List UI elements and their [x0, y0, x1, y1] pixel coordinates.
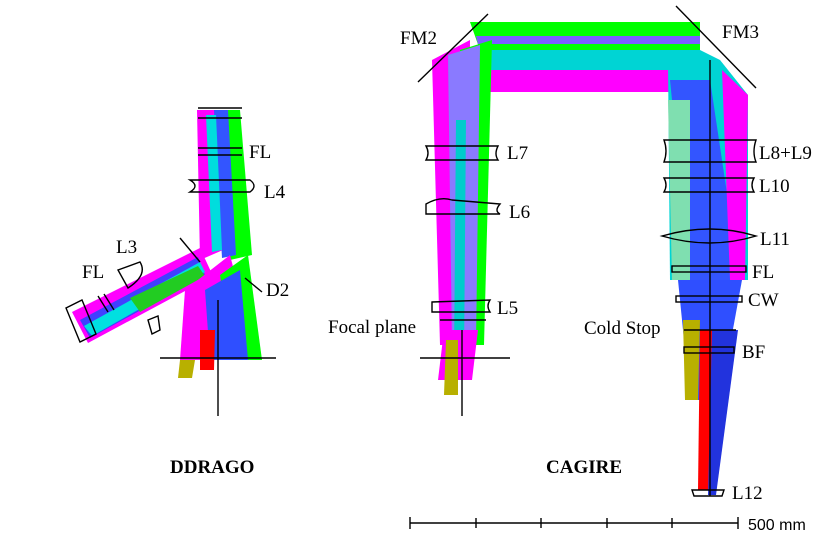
ddrago-fl-lower-element-2 — [103, 293, 115, 311]
cagire-left-optics — [420, 145, 510, 416]
cagire-cw-label: CW — [748, 290, 779, 311]
cagire-fl-label: FL — [752, 262, 774, 283]
cagire-l7-label: L7 — [507, 143, 528, 164]
cagire-cold-stop-label: Cold Stop — [584, 318, 661, 339]
ddrago-l3-lens — [116, 261, 143, 289]
ddrago-d2-label: D2 — [266, 280, 289, 301]
ddrago-upper-arm-beam — [197, 110, 252, 260]
cagire-l7-lens — [424, 145, 500, 161]
cagire-bf-label: BF — [742, 342, 765, 363]
scale-bar: 500 mm — [409, 517, 806, 534]
cagire-l8-l9-lens — [663, 139, 758, 163]
cagire-fm3-label: FM3 — [722, 22, 759, 43]
cagire-l11-lens — [659, 228, 759, 244]
ddrago-d2-dichroic — [244, 277, 263, 293]
cagire-l10-lens — [662, 177, 756, 193]
ddrago-l4-label: L4 — [264, 182, 286, 203]
cagire-fm2-label: FM2 — [400, 28, 437, 49]
ddrago-title: DDRAGO — [170, 457, 254, 478]
cagire-left-column-beam — [432, 40, 492, 395]
cagire-l8-l9-label: L8+L9 — [759, 143, 812, 164]
ddrago-lower-arm-beam — [72, 248, 213, 343]
ddrago-instrument: FL L4 L3 FL D2 DDRAGO — [65, 107, 289, 478]
scale-bar-label: 500 mm — [748, 517, 806, 534]
cagire-instrument: FM2 FM3 L7 L6 L5 Focal plane L8+L9 L10 L… — [328, 5, 812, 504]
ddrago-small-lens — [147, 315, 161, 336]
ddrago-optics — [65, 107, 276, 416]
cagire-l11-label: L11 — [760, 229, 790, 250]
cagire-l12-label: L12 — [732, 483, 763, 504]
cagire-cw-window — [675, 295, 743, 303]
ddrago-fl-lower-label: FL — [82, 262, 104, 283]
cagire-l5-label: L5 — [497, 298, 518, 319]
cagire-right-optics — [659, 60, 759, 497]
cagire-fm2-mirror — [417, 13, 489, 83]
cagire-l6-label: L6 — [509, 202, 530, 223]
ddrago-l4-lens — [187, 179, 255, 193]
cagire-title: CAGIRE — [546, 457, 622, 478]
cagire-fl-filter — [671, 265, 747, 273]
ddrago-l3-label: L3 — [116, 237, 137, 258]
ddrago-fl-upper-label: FL — [249, 142, 271, 163]
cagire-top-beam — [470, 22, 700, 92]
cagire-l12-lens — [691, 489, 725, 497]
ddrago-fl-lower-element — [97, 295, 109, 313]
cagire-focal-plane-label: Focal plane — [328, 317, 416, 338]
cagire-bf-filter — [683, 346, 735, 354]
ddrago-focal-element — [65, 299, 97, 343]
ddrago-l3-element — [179, 237, 201, 263]
cagire-l6-lens — [425, 197, 502, 215]
cagire-fm3-mirror — [675, 5, 757, 89]
cagire-l5-lens — [431, 299, 492, 313]
cagire-l10-label: L10 — [759, 176, 790, 197]
